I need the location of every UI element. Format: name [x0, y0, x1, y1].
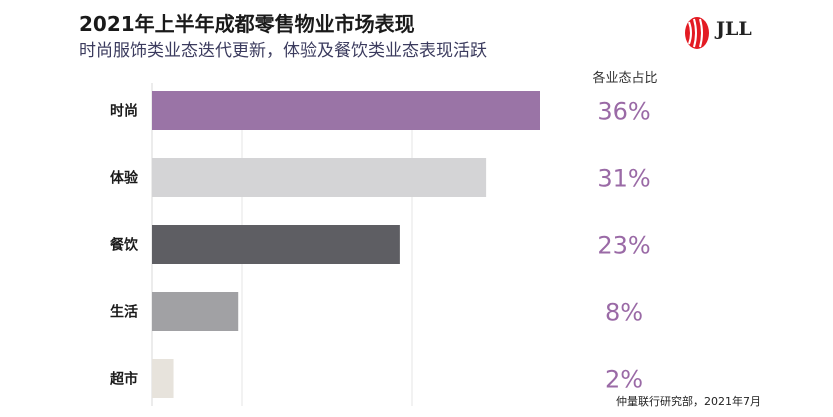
category-label: 超市: [109, 371, 138, 388]
chart-title: 2021年上半年成都零售物业市场表现: [79, 12, 415, 36]
source-note: 仲量联行研究部，2021年7月: [616, 395, 761, 408]
category-label: 时尚: [110, 103, 138, 120]
value-label: 31%: [597, 165, 650, 193]
value-label: 2%: [605, 366, 643, 394]
logo-text: JLL: [716, 18, 752, 40]
jll-logo-icon: [685, 17, 709, 49]
category-label: 生活: [110, 304, 138, 321]
chart-subtitle: 时尚服饰类业态迭代更新，体验及餐饮类业态表现活跃: [79, 41, 487, 61]
bar-5: [152, 359, 174, 398]
jll-logo: JLL: [684, 16, 764, 52]
value-label: 36%: [597, 98, 650, 126]
value-column-header: 各业态占比: [592, 71, 658, 86]
value-label: 8%: [605, 299, 643, 327]
value-label: 23%: [597, 232, 650, 260]
bar-4: [152, 292, 239, 331]
bar-2: [152, 158, 487, 197]
bar-1: [152, 91, 540, 130]
bar-3: [152, 225, 400, 264]
category-label: 餐饮: [109, 237, 139, 254]
category-label: 体验: [110, 170, 139, 187]
